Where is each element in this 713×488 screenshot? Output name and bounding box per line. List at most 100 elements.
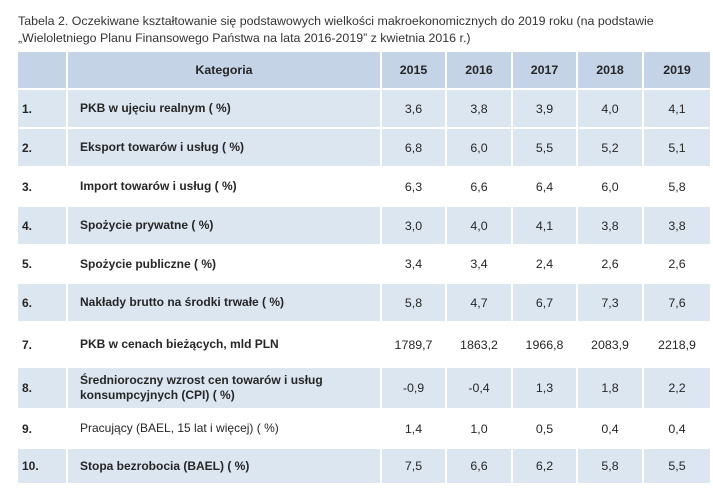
value-cell: 1863,2 bbox=[446, 322, 513, 368]
value-cell: 7,6 bbox=[643, 283, 710, 323]
row-label: Eksport towarów i usług ( %) bbox=[80, 140, 245, 154]
value-cell: 5,5 bbox=[512, 128, 578, 168]
header-year-2019: 2019 bbox=[643, 52, 710, 90]
value-cell: 2,2 bbox=[643, 367, 710, 410]
row-label-cell: Spożycie publiczne ( %) bbox=[67, 245, 382, 284]
value-cell: -0,4 bbox=[446, 367, 513, 410]
table-row: 4. Spożycie prywatne ( %) 3,0 4,0 4,1 3,… bbox=[18, 206, 710, 246]
row-number: 3. bbox=[18, 167, 68, 207]
value-cell: 2,6 bbox=[577, 245, 644, 284]
row-label: Spożycie publiczne ( %) bbox=[80, 256, 217, 271]
value-cell: 3,8 bbox=[643, 206, 710, 246]
value-cell: 0,4 bbox=[643, 409, 710, 449]
value-cell: 3,8 bbox=[446, 89, 513, 129]
row-number: 10. bbox=[18, 448, 68, 485]
value-cell: 6,6 bbox=[446, 448, 513, 485]
row-label: Pracujący (BAEL, 15 lat i więcej) ( %) bbox=[80, 421, 279, 435]
value-cell: -0,9 bbox=[381, 367, 447, 410]
table-row: 9. Pracujący (BAEL, 15 lat i więcej) ( %… bbox=[18, 409, 710, 449]
value-cell: 1,0 bbox=[446, 409, 513, 449]
row-number: 8. bbox=[18, 367, 68, 410]
row-label-cell: Nakłady brutto na środki trwałe ( %) bbox=[67, 283, 382, 323]
row-number: 1. bbox=[18, 89, 68, 129]
value-cell: 3,4 bbox=[446, 245, 513, 284]
row-number: 4. bbox=[18, 206, 68, 246]
row-label: Stopa bezrobocia (BAEL) ( %) bbox=[80, 458, 250, 473]
table-row: 1. PKB w ujęciu realnym ( %) 3,6 3,8 3,9… bbox=[18, 89, 710, 129]
row-label-cell: Spożycie prywatne ( %) bbox=[67, 206, 382, 246]
row-label: PKB w cenach bieżących, mld PLN bbox=[80, 337, 279, 351]
table-caption: Tabela 2. Oczekiwane kształtowanie się p… bbox=[18, 13, 710, 47]
value-cell: 5,1 bbox=[643, 128, 710, 168]
value-cell: 5,2 bbox=[577, 128, 644, 168]
macro-forecast-table: Kategoria 2015 2016 2017 2018 2019 1. PK… bbox=[18, 52, 710, 485]
value-cell: 1966,8 bbox=[512, 322, 578, 368]
row-number: 7. bbox=[18, 322, 68, 368]
value-cell: 6,6 bbox=[446, 167, 513, 207]
table-row: 8. Średnioroczny wzrost cen towarów i us… bbox=[18, 367, 710, 410]
header-year-2017: 2017 bbox=[512, 52, 578, 90]
value-cell: 6,0 bbox=[446, 128, 513, 168]
row-label-cell: PKB w cenach bieżących, mld PLN bbox=[67, 322, 382, 368]
value-cell: 3,4 bbox=[381, 245, 447, 284]
row-number: 9. bbox=[18, 409, 68, 449]
value-cell: 6,7 bbox=[512, 283, 578, 323]
row-label: Spożycie prywatne ( %) bbox=[80, 218, 214, 232]
row-label-cell: PKB w ujęciu realnym ( %) bbox=[67, 89, 382, 129]
value-cell: 4,1 bbox=[643, 89, 710, 129]
row-label: PKB w ujęciu realnym ( %) bbox=[80, 101, 231, 115]
row-label: Nakłady brutto na środki trwałe ( %) bbox=[80, 295, 285, 309]
value-cell: 0,4 bbox=[577, 409, 644, 449]
value-cell: 2083,9 bbox=[577, 322, 644, 368]
row-label: Import towarów i usług ( %) bbox=[80, 179, 237, 193]
value-cell: 2,6 bbox=[643, 245, 710, 284]
caption-line-1: Tabela 2. Oczekiwane kształtowanie się p… bbox=[18, 14, 654, 28]
row-number: 2. bbox=[18, 128, 68, 168]
table-row: 7. PKB w cenach bieżących, mld PLN 1789,… bbox=[18, 322, 710, 368]
header-row: Kategoria 2015 2016 2017 2018 2019 bbox=[18, 52, 710, 90]
value-cell: 6,4 bbox=[512, 167, 578, 207]
value-cell: 5,8 bbox=[381, 283, 447, 323]
row-number: 5. bbox=[18, 245, 68, 284]
value-cell: 3,6 bbox=[381, 89, 447, 129]
row-label-cell: Import towarów i usług ( %) bbox=[67, 167, 382, 207]
value-cell: 3,9 bbox=[512, 89, 578, 129]
value-cell: 4,0 bbox=[577, 89, 644, 129]
value-cell: 6,8 bbox=[381, 128, 447, 168]
value-cell: 6,2 bbox=[512, 448, 578, 485]
value-cell: 3,8 bbox=[577, 206, 644, 246]
value-cell: 7,5 bbox=[381, 448, 447, 485]
table-row: 6. Nakłady brutto na środki trwałe ( %) … bbox=[18, 283, 710, 323]
row-label-cell: Pracujący (BAEL, 15 lat i więcej) ( %) bbox=[67, 409, 382, 449]
value-cell: 5,8 bbox=[577, 448, 644, 485]
value-cell: 0,5 bbox=[512, 409, 578, 449]
value-cell: 5,8 bbox=[643, 167, 710, 207]
row-number: 6. bbox=[18, 283, 68, 323]
header-category: Kategoria bbox=[67, 52, 382, 90]
header-year-2018: 2018 bbox=[577, 52, 644, 90]
value-cell: 1,8 bbox=[577, 367, 644, 410]
value-cell: 1,3 bbox=[512, 367, 578, 410]
table-row: 2. Eksport towarów i usług ( %) 6,8 6,0 … bbox=[18, 128, 710, 168]
value-cell: 1,4 bbox=[381, 409, 447, 449]
caption-line-2: „Wieloletniego Planu Finansowego Państwa… bbox=[18, 31, 471, 45]
value-cell: 4,7 bbox=[446, 283, 513, 323]
table-row: 10. Stopa bezrobocia (BAEL) ( %) 7,5 6,6… bbox=[18, 448, 710, 485]
header-year-2015: 2015 bbox=[381, 52, 447, 90]
value-cell: 4,1 bbox=[512, 206, 578, 246]
table-row: 3. Import towarów i usług ( %) 6,3 6,6 6… bbox=[18, 167, 710, 207]
value-cell: 3,0 bbox=[381, 206, 447, 246]
value-cell: 4,0 bbox=[446, 206, 513, 246]
row-label: Średnioroczny wzrost cen towarów i usług… bbox=[80, 373, 323, 402]
value-cell: 6,3 bbox=[381, 167, 447, 207]
row-label-cell: Stopa bezrobocia (BAEL) ( %) bbox=[67, 448, 382, 485]
row-label-cell: Eksport towarów i usług ( %) bbox=[67, 128, 382, 168]
value-cell: 6,0 bbox=[577, 167, 644, 207]
header-year-2016: 2016 bbox=[446, 52, 513, 90]
value-cell: 2218,9 bbox=[643, 322, 710, 368]
row-label-cell: Średnioroczny wzrost cen towarów i usług… bbox=[67, 367, 382, 410]
table-row: 5. Spożycie publiczne ( %) 3,4 3,4 2,4 2… bbox=[18, 245, 710, 284]
value-cell: 2,4 bbox=[512, 245, 578, 284]
value-cell: 7,3 bbox=[577, 283, 644, 323]
header-num-cell bbox=[18, 52, 68, 90]
